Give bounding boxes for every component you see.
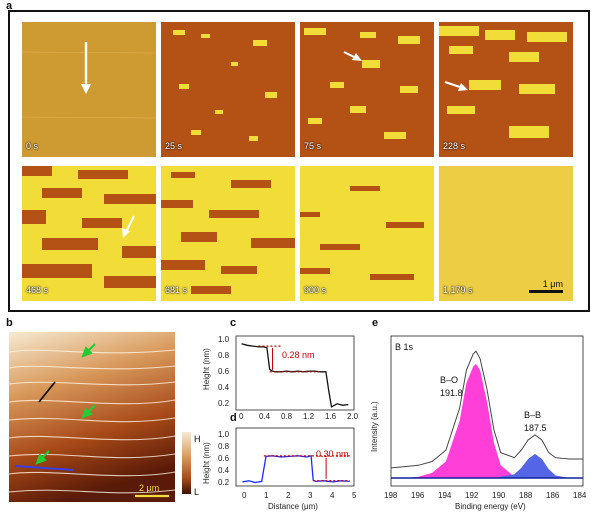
afm-tile-0s: 0 s <box>22 22 156 157</box>
peak-label-bb: B–B <box>524 410 542 420</box>
afm-image-681s <box>161 166 295 301</box>
ytick-c-2: 0.6 <box>218 367 230 376</box>
afm-tile-25s: 25 s <box>161 22 295 157</box>
xtick-c-1: 0.4 <box>259 412 271 421</box>
xtick-e-6: 186 <box>546 491 560 500</box>
step-annotation-c: 0.28 nm <box>282 350 315 360</box>
afm-image-0s <box>22 22 156 157</box>
afm-image-75s <box>300 22 434 157</box>
xlabel-d: Distance (μm) <box>268 502 318 511</box>
afm-image-228s <box>439 22 573 157</box>
xtick-c-5: 2.0 <box>347 412 359 421</box>
xtick-e-5: 188 <box>519 491 533 500</box>
afm-tile-75s: 75 s <box>300 22 434 157</box>
xtick-c-4: 1.6 <box>325 412 337 421</box>
afm-image-900s <box>300 166 434 301</box>
xtick-d-3: 3 <box>308 491 313 500</box>
time-label-1179s: 1,179 s <box>443 285 473 295</box>
panel-a-label: a <box>6 0 13 12</box>
afm-terrace-image: 2 μm <box>9 332 175 502</box>
xtick-e-4: 190 <box>492 491 506 500</box>
time-label-681s: 681 s <box>165 285 188 295</box>
time-label-468s: 468 s <box>26 285 49 295</box>
xtick-e-1: 196 <box>411 491 425 500</box>
xtick-e-2: 194 <box>438 491 452 500</box>
afm-image-1179s <box>439 166 573 301</box>
peak-value-bb: 187.5 <box>524 423 547 433</box>
ytick-d-0: 1.0 <box>218 430 230 439</box>
ytick-d-3: 0.4 <box>218 466 230 475</box>
xlabel-e: Binding energy (eV) <box>455 502 526 511</box>
profile-line-c <box>241 343 349 408</box>
panel-d-label: d <box>230 412 237 424</box>
peak-value-bo: 191.8 <box>440 388 463 398</box>
plot-frame-c <box>235 335 355 411</box>
ytick-c-3: 0.4 <box>218 383 230 392</box>
ylabel-d: Height (nm) <box>202 442 211 484</box>
xtick-d-1: 1 <box>264 491 269 500</box>
xtick-e-7: 184 <box>573 491 587 500</box>
xtick-d-0: 0 <box>242 491 247 500</box>
panel-c-label: c <box>230 317 237 329</box>
time-label-25s: 25 s <box>165 141 183 151</box>
ylabel-c: Height (nm) <box>202 348 211 390</box>
time-label-0s: 0 s <box>26 141 39 151</box>
ytick-c-1: 0.8 <box>218 351 230 360</box>
xtick-d-5: 5 <box>352 491 357 500</box>
plot-frame-e <box>390 335 584 487</box>
scale-bar-label-b: 2 μm <box>139 483 160 493</box>
afm-tile-900s: 900 s <box>300 166 434 301</box>
envelope-line <box>390 350 583 469</box>
ytick-d-1: 0.8 <box>218 442 230 451</box>
colorbar-low-label: L <box>194 487 200 497</box>
xtick-d-4: 4 <box>330 491 335 500</box>
scale-bar-label-a: 1 μm <box>542 279 563 289</box>
afm-image-468s <box>22 166 156 301</box>
step-annotation-d: 0.30 nm <box>316 449 349 459</box>
profile-line-d <box>242 454 350 484</box>
xps-spectrum-chart <box>390 335 584 487</box>
afm-tile-228s: 228 s <box>439 22 573 157</box>
xtick-c-3: 1.2 <box>303 412 315 421</box>
xtick-e-0: 198 <box>384 491 398 500</box>
time-label-75s: 75 s <box>304 141 322 151</box>
height-profile-chart-d <box>235 427 355 487</box>
peak-area-bb <box>391 453 583 478</box>
peak-label-bo: B–O <box>440 375 459 385</box>
ytick-d-4: 0.2 <box>218 478 230 487</box>
xps-title: B 1s <box>395 342 414 352</box>
colorbar-high-label: H <box>194 434 201 444</box>
ylabel-e: Intensity (a.u.) <box>370 401 379 452</box>
colorbar <box>182 432 191 494</box>
ytick-d-2: 0.6 <box>218 454 230 463</box>
ytick-c-4: 0.2 <box>218 399 230 408</box>
xtick-c-0: 0 <box>239 412 244 421</box>
afm-tile-1179s: 1,179 s 1 μm <box>439 166 573 301</box>
plot-frame-d <box>235 427 355 487</box>
afm-image-25s <box>161 22 295 157</box>
scale-bar-a <box>529 290 563 293</box>
afm-terrace-svg <box>9 332 175 502</box>
panel-a-frame: 0 s 25 s <box>8 10 590 312</box>
ytick-c-0: 1.0 <box>218 335 230 344</box>
peak-area-bo <box>391 363 583 478</box>
panel-e-label: e <box>372 317 379 329</box>
xtick-c-2: 0.8 <box>281 412 293 421</box>
xtick-d-2: 2 <box>286 491 291 500</box>
xtick-e-3: 192 <box>465 491 479 500</box>
time-label-900s: 900 s <box>304 285 327 295</box>
time-label-228s: 228 s <box>443 141 466 151</box>
afm-tile-681s: 681 s <box>161 166 295 301</box>
height-profile-chart-c <box>235 335 355 411</box>
panel-b-label: b <box>6 317 13 329</box>
afm-tile-468s: 468 s <box>22 166 156 301</box>
